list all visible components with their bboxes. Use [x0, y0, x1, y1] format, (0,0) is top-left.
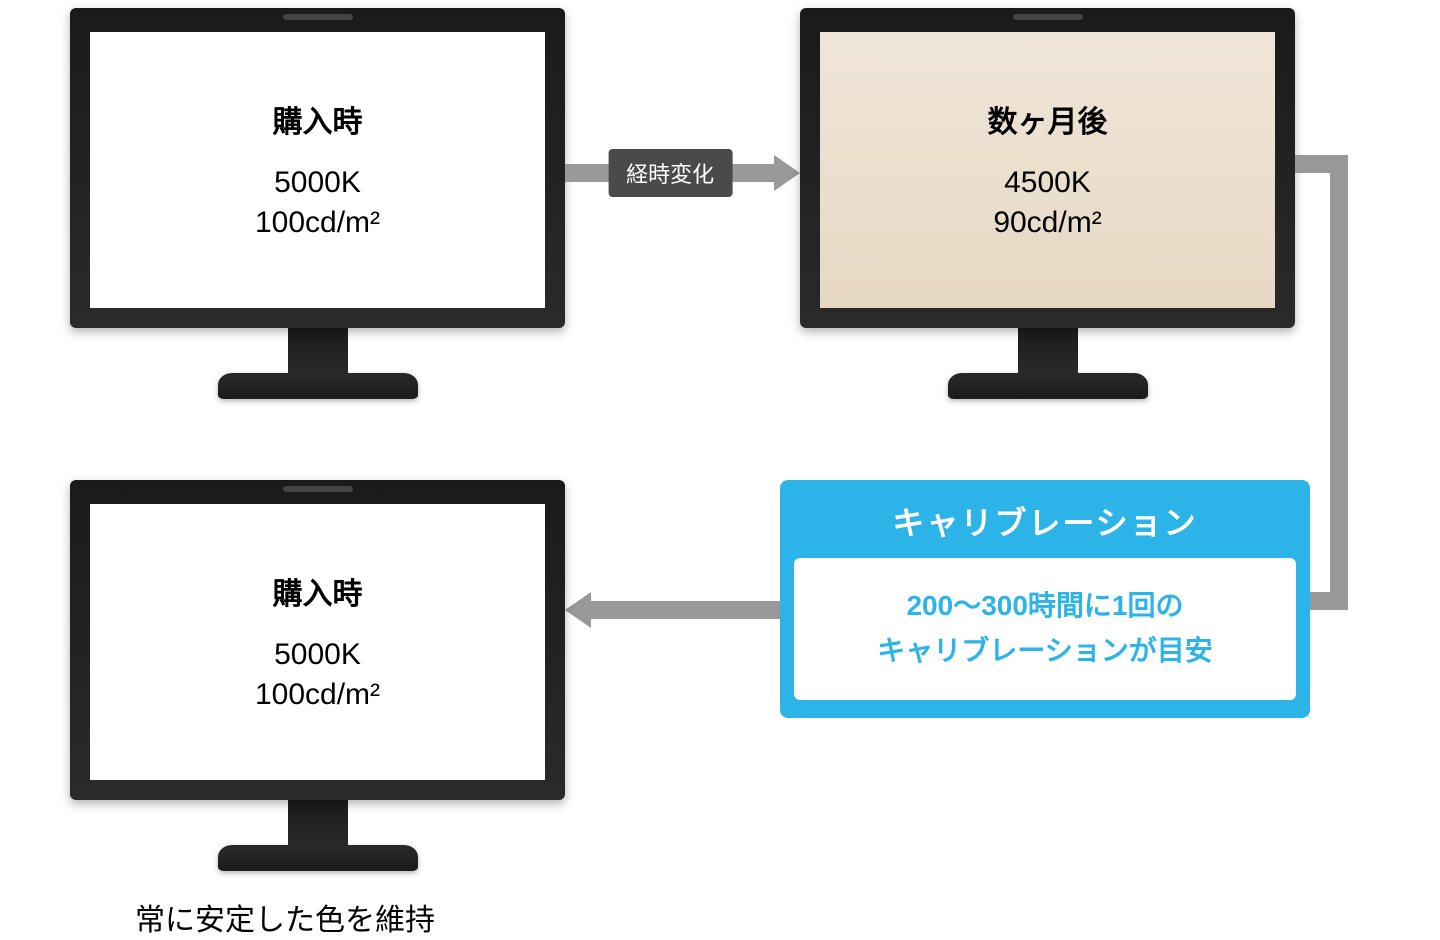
monitor-purchase: 購入時 5000K 100cd/m² — [70, 8, 565, 399]
monitor-bezel: 購入時 5000K 100cd/m² — [70, 480, 565, 800]
monitor-screen: 購入時 5000K 100cd/m² — [90, 32, 545, 308]
color-temp-value: 5000K — [255, 163, 380, 204]
monitor-stand-base — [218, 373, 418, 399]
arrow-calibration — [565, 592, 780, 628]
monitor-calibrated: 購入時 5000K 100cd/m² — [70, 480, 565, 871]
calibration-title: キャリブレーション — [794, 492, 1296, 558]
connector-top-stub — [1295, 155, 1335, 173]
screen-values: 4500K 90cd/m² — [993, 163, 1101, 244]
connector-bottom-stub — [1310, 592, 1335, 610]
screen-label: 購入時 — [273, 569, 363, 613]
arrow-head-right-icon — [774, 155, 800, 191]
connector-vertical — [1330, 155, 1348, 610]
arrow-aging: 経時変化 — [565, 155, 800, 191]
monitor-stand-neck — [288, 328, 348, 373]
calibration-body-line2: キャリブレーションが目安 — [814, 629, 1276, 674]
monitor-stand-base — [948, 373, 1148, 399]
brightness-value: 100cd/m² — [255, 203, 380, 244]
arrow-label: 経時変化 — [608, 149, 732, 197]
color-temp-value: 4500K — [993, 163, 1101, 204]
monitor-stand-base — [218, 845, 418, 871]
caption-stable-color: 常に安定した色を維持 — [135, 895, 435, 939]
monitor-bezel: 数ヶ月後 4500K 90cd/m² — [800, 8, 1295, 328]
monitor-screen: 数ヶ月後 4500K 90cd/m² — [820, 32, 1275, 308]
screen-label: 数ヶ月後 — [988, 97, 1108, 141]
arrow-line — [591, 601, 780, 619]
screen-label: 購入時 — [273, 97, 363, 141]
calibration-body-line1: 200～300時間に1回の — [814, 584, 1276, 629]
brightness-value: 90cd/m² — [993, 203, 1101, 244]
screen-values: 5000K 100cd/m² — [255, 635, 380, 716]
calibration-box: キャリブレーション 200～300時間に1回の キャリブレーションが目安 — [780, 480, 1310, 718]
monitor-stand-neck — [288, 800, 348, 845]
monitor-screen: 購入時 5000K 100cd/m² — [90, 504, 545, 780]
monitor-bezel: 購入時 5000K 100cd/m² — [70, 8, 565, 328]
color-temp-value: 5000K — [255, 635, 380, 676]
monitor-stand-neck — [1018, 328, 1078, 373]
calibration-body: 200～300時間に1回の キャリブレーションが目安 — [794, 558, 1296, 700]
arrow-head-left-icon — [565, 592, 591, 628]
monitor-aged: 数ヶ月後 4500K 90cd/m² — [800, 8, 1295, 399]
screen-values: 5000K 100cd/m² — [255, 163, 380, 244]
brightness-value: 100cd/m² — [255, 675, 380, 716]
